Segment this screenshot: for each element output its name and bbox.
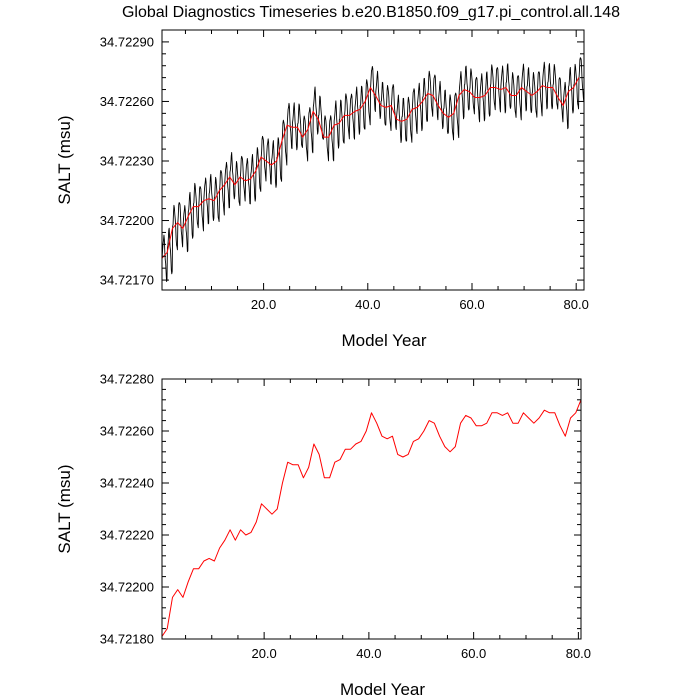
x-axis-title: Model Year <box>340 680 425 699</box>
plot-frame <box>161 29 585 291</box>
plot-frame <box>161 378 582 640</box>
y-tick-label: 34.72220 <box>100 528 154 543</box>
series-line-annual-mean <box>161 399 582 637</box>
y-axis-title: SALT (msu) <box>55 115 74 204</box>
y-tick-label: 34.72230 <box>100 153 154 168</box>
figure-title: Global Diagnostics Timeseries b.e20.B185… <box>122 4 620 21</box>
y-tick-label: 34.72180 <box>100 632 154 647</box>
y-tick-label: 34.72170 <box>100 273 154 288</box>
y-tick-label: 34.72200 <box>100 580 154 595</box>
x-tick-label: 20.0 <box>251 646 276 661</box>
y-tick-label: 34.72240 <box>100 476 154 491</box>
x-tick-label: 60.0 <box>459 297 484 312</box>
y-axis-title: SALT (msu) <box>55 464 74 553</box>
top-panel-monthly-and-annual: 20.0 40.0 60.0 80.0 34.72170 34.72200 34.72230… <box>55 29 589 350</box>
x-tick-label: 40.0 <box>356 646 381 661</box>
series-line-annual-mean <box>161 77 580 259</box>
x-axis-title: Model Year <box>341 331 426 350</box>
x-tick-label: 80.0 <box>566 646 591 661</box>
y-tick-label: 34.72200 <box>100 213 154 228</box>
y-tick-label: 34.72290 <box>100 34 154 49</box>
x-tick-label: 80.0 <box>564 297 589 312</box>
x-tick-label: 60.0 <box>461 646 486 661</box>
x-tick-label: 40.0 <box>355 297 380 312</box>
y-tick-label: 34.72280 <box>100 372 154 387</box>
y-tick-label: 34.72260 <box>100 94 154 109</box>
x-tick-label: 20.0 <box>251 297 276 312</box>
bottom-panel-annual-mean: 20.0 40.0 60.0 80.0 34.72180 34.72200 34.72220… <box>55 372 591 700</box>
series-line-monthly <box>161 57 585 282</box>
y-tick-label: 34.72260 <box>100 424 154 439</box>
